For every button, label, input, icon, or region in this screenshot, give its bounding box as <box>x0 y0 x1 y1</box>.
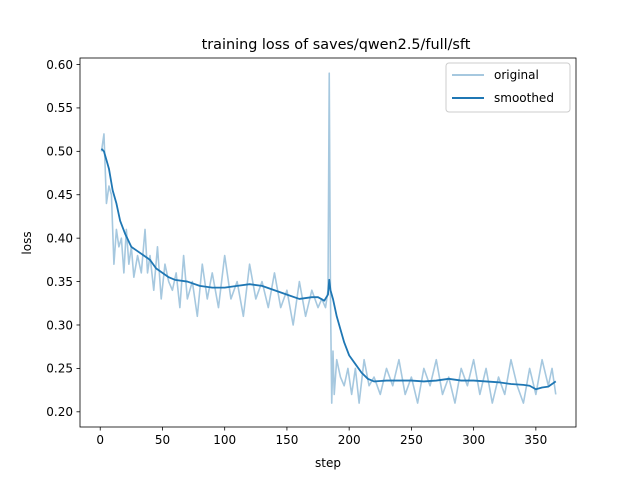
legend: original smoothed <box>445 62 571 113</box>
plot-area-frame <box>79 57 577 428</box>
x-axis-label: step <box>315 456 341 470</box>
y-tick-label: 0.60 <box>46 58 73 72</box>
x-tick-label: 0 <box>96 433 104 447</box>
x-tick-label: 350 <box>524 433 547 447</box>
series-line-smoothed <box>100 148 557 391</box>
legend-label-smoothed: smoothed <box>494 91 554 105</box>
y-tick-label: 0.45 <box>46 188 73 202</box>
x-tick-label: 300 <box>462 433 485 447</box>
y-tick-label: 0.25 <box>46 362 73 376</box>
y-tick-label: 0.50 <box>46 145 73 159</box>
y-tick-label: 0.30 <box>46 318 73 332</box>
x-tick-label: 200 <box>338 433 361 447</box>
x-axis-ticks: 0 50 100 150 200 250 300 350 <box>96 427 547 447</box>
series-layer <box>100 72 557 404</box>
y-tick-label: 0.35 <box>46 275 73 289</box>
y-axis-label: loss <box>20 231 34 254</box>
y-tick-label: 0.40 <box>46 231 73 245</box>
chart-title: training loss of saves/qwen2.5/full/sft <box>202 37 471 53</box>
x-tick-label: 100 <box>213 433 236 447</box>
x-tick-label: 150 <box>275 433 298 447</box>
y-axis-ticks: 0.20 0.25 0.30 0.35 0.40 0.45 0.50 0.55 0.60 <box>46 58 80 419</box>
legend-label-original: original <box>494 68 539 82</box>
x-tick-label: 250 <box>400 433 423 447</box>
x-tick-label: 50 <box>155 433 170 447</box>
y-tick-label: 0.20 <box>46 405 73 419</box>
y-tick-label: 0.55 <box>46 101 73 115</box>
